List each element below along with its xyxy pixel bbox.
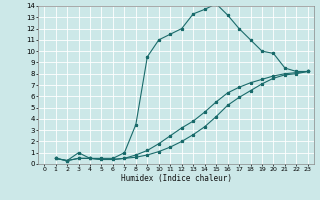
X-axis label: Humidex (Indice chaleur): Humidex (Indice chaleur) bbox=[121, 174, 231, 183]
